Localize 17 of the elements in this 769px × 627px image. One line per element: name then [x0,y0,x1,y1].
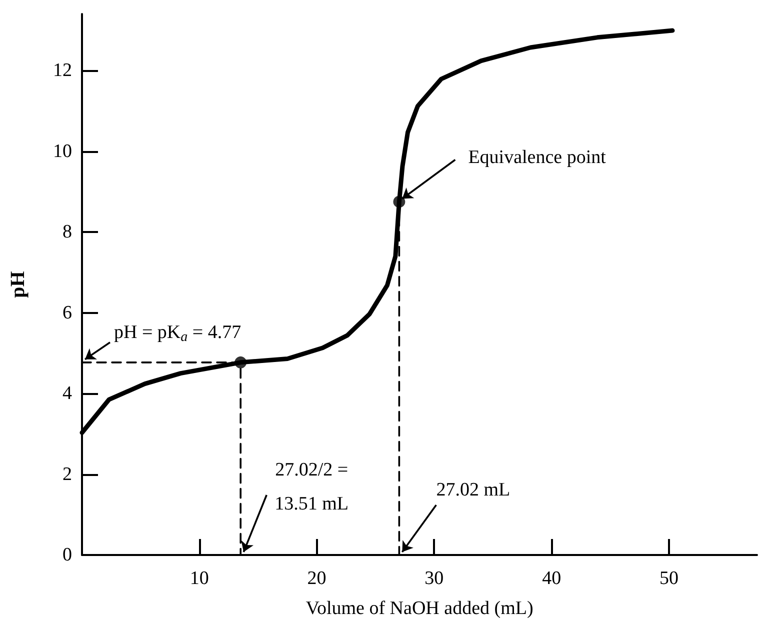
x-tick-label: 20 [307,568,326,589]
y-tick-label: 6 [62,302,72,324]
y-axis-title: pH [7,270,29,298]
x-tick-label: 40 [542,568,562,589]
y-tick-label: 4 [62,383,72,404]
y-tick-label: 8 [62,222,72,243]
annotation: 27.02/2 = 13.51 mL [274,460,349,514]
annotation: 27.02 mL [436,480,510,500]
x-axis-title: Volume of NaOH added (mL) [306,598,534,619]
x-tick-label: 10 [190,568,209,589]
x-tick-label: 30 [424,568,444,589]
y-tick-label: 2 [62,464,72,485]
x-tick-label: 50 [659,568,678,589]
annotation: Equivalence point [468,147,607,168]
y-tick-label: 0 [62,544,72,566]
y-tick-label: 10 [53,140,72,162]
y-tick-label: 12 [53,60,72,82]
